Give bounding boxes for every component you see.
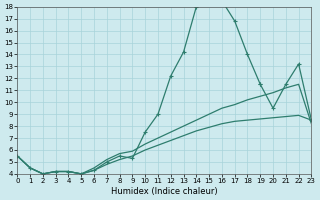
X-axis label: Humidex (Indice chaleur): Humidex (Indice chaleur): [111, 187, 218, 196]
